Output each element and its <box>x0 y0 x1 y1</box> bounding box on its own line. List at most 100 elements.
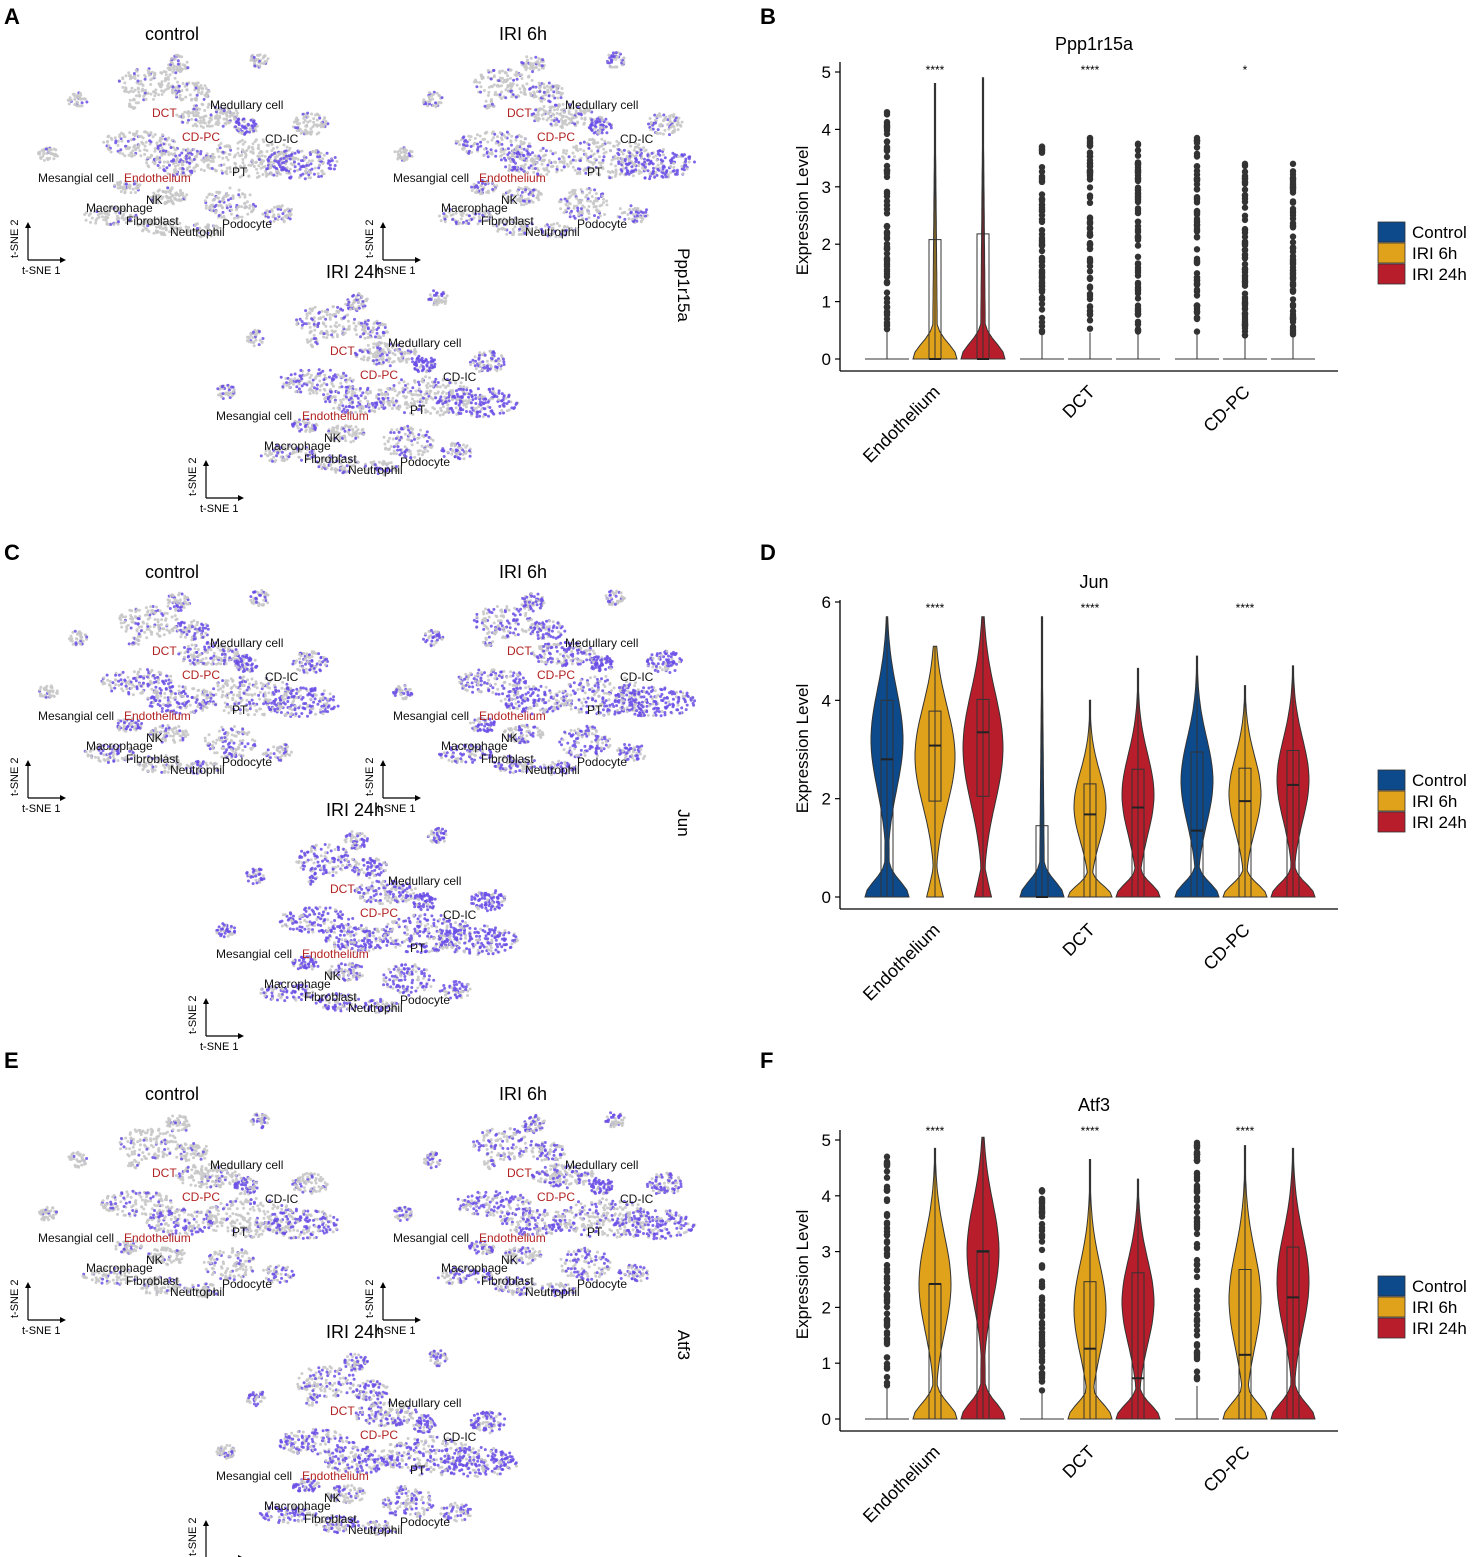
tsne-point <box>662 172 665 175</box>
tsne-point <box>351 295 354 298</box>
tsne-point <box>134 148 137 151</box>
tsne-point <box>366 298 369 301</box>
tsne-point <box>226 167 229 170</box>
tsne-point <box>191 153 194 156</box>
tsne-point <box>662 133 665 136</box>
tsne-point <box>485 100 488 103</box>
tsne-point <box>193 108 196 111</box>
tsne-point <box>506 402 509 405</box>
tsne-point <box>253 56 256 59</box>
tsne-point <box>462 221 465 224</box>
tsne-point <box>262 337 265 340</box>
tsne-point <box>451 395 454 398</box>
tsne-point <box>520 151 523 154</box>
tsne-point <box>481 368 484 371</box>
tsne-point <box>137 91 140 94</box>
tsne-point <box>525 82 528 85</box>
tsne-point <box>206 196 209 199</box>
tsne-point <box>502 81 505 84</box>
tsne-point <box>52 157 55 160</box>
tsne-point <box>319 371 322 374</box>
tsne-point <box>396 407 399 410</box>
tsne-point <box>324 123 327 126</box>
tsne-point <box>500 354 503 357</box>
tsne-point <box>582 123 585 126</box>
tsne-point <box>257 54 260 57</box>
tsne-point <box>640 216 643 219</box>
tsne-point <box>669 121 672 124</box>
tsne-point <box>375 359 378 362</box>
tsne-point <box>427 382 430 385</box>
tsne-point <box>499 131 502 134</box>
tsne-point <box>649 160 652 163</box>
tsne-point <box>210 118 213 121</box>
tsne-point <box>141 89 144 92</box>
tsne-point <box>118 133 121 136</box>
tsne-point <box>158 189 161 192</box>
tsne-point <box>436 411 439 414</box>
tsne-point <box>332 385 335 388</box>
tsne-point <box>664 156 667 159</box>
tsne-point <box>215 210 218 213</box>
tsne-point <box>114 141 117 144</box>
tsne-point <box>361 405 364 408</box>
tsne-point <box>98 216 101 219</box>
tsne-point <box>445 215 448 218</box>
tsne-point <box>462 385 465 388</box>
tsne-point <box>551 152 554 155</box>
tsne-point <box>482 402 485 405</box>
tsne-point <box>298 380 301 383</box>
tsne-point <box>355 333 358 336</box>
tsne-point <box>502 403 505 406</box>
tsne-point <box>199 122 202 125</box>
tsne-point <box>333 168 336 171</box>
tsne-point <box>147 69 150 72</box>
tsne-point <box>515 96 518 99</box>
tsne-point <box>642 146 645 149</box>
tsne-point <box>149 93 152 96</box>
tsne-point <box>326 152 329 155</box>
tsne-point <box>207 193 210 196</box>
tsne-point <box>411 386 414 389</box>
tsne-point <box>493 83 496 86</box>
tsne-point <box>325 336 328 339</box>
tsne-point <box>596 199 599 202</box>
tsne-point <box>372 359 375 362</box>
tsne-point <box>413 367 416 370</box>
tsne-point <box>336 160 339 163</box>
tsne-point <box>425 390 428 393</box>
tsne-point <box>153 150 156 153</box>
tsne-point <box>608 123 611 126</box>
tsne-point <box>512 79 515 82</box>
tsne-point <box>380 342 383 345</box>
tsne-point <box>165 73 168 76</box>
tsne-point <box>217 197 220 200</box>
tsne-point <box>47 158 50 161</box>
tsne-point <box>540 149 543 152</box>
tsne-point <box>557 120 560 123</box>
tsne-point <box>197 91 200 94</box>
panel-letter-B: B <box>760 4 776 29</box>
tsne-point <box>365 405 368 408</box>
tsne-point <box>382 334 385 337</box>
tsne-point <box>595 192 598 195</box>
tsne-point <box>589 189 592 192</box>
tsne-point <box>673 169 676 172</box>
tsne-point <box>203 169 206 172</box>
tsne-point <box>170 57 173 60</box>
tsne-point <box>292 158 295 161</box>
tsne-point <box>522 62 525 65</box>
cluster-label-pt: PT <box>232 165 248 179</box>
tsne-point <box>491 103 494 106</box>
tsne-point <box>383 342 386 345</box>
tsne-point <box>348 405 351 408</box>
tsne-point <box>202 118 205 121</box>
tsne-point <box>640 220 643 223</box>
tsne-point <box>241 139 244 142</box>
tsne-point <box>592 202 595 205</box>
tsne-point <box>487 155 490 158</box>
tsne-point <box>217 204 220 207</box>
tsne-point <box>294 380 297 383</box>
tsne-point <box>418 360 421 363</box>
panel-letter-A: A <box>4 4 20 29</box>
